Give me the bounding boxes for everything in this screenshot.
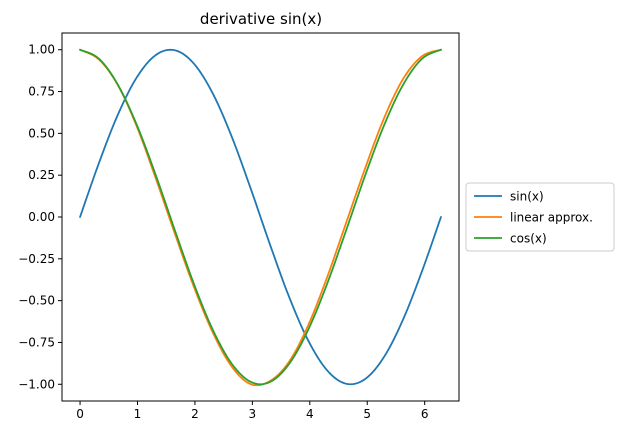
x-tick-label: 1 — [134, 407, 142, 421]
legend-label-2: cos(x) — [510, 232, 547, 246]
y-tick-label: 0.75 — [28, 85, 55, 99]
y-tick-label: 0.00 — [28, 210, 55, 224]
x-tick-label: 6 — [421, 407, 429, 421]
x-axis: 0 1 2 3 4 5 6 — [76, 401, 429, 421]
legend: sin(x) linear approx. cos(x) — [465, 182, 615, 252]
series-lines — [79, 48, 442, 387]
y-tick-label: −0.75 — [18, 335, 55, 349]
y-tick-label: −0.50 — [18, 294, 55, 308]
y-tick-label: −1.00 — [18, 377, 55, 391]
y-axis: −1.00 −0.75 −0.50 −0.25 0.00 0.25 0.50 0.75 1.00 — [18, 43, 62, 391]
y-tick-label: 1.00 — [28, 43, 55, 57]
series-line-0 — [79, 48, 442, 386]
x-tick-label: 2 — [191, 407, 199, 421]
chart-title: derivative sin(x) — [200, 10, 322, 28]
x-tick-label: 4 — [306, 407, 314, 421]
series-line-2 — [79, 48, 442, 386]
x-tick-label: 5 — [363, 407, 371, 421]
legend-box — [465, 182, 615, 252]
y-tick-label: −0.25 — [18, 252, 55, 266]
x-tick-label: 3 — [249, 407, 257, 421]
x-tick-label: 0 — [76, 407, 84, 421]
y-tick-label: 0.25 — [28, 168, 55, 182]
y-tick-label: 0.50 — [28, 126, 55, 140]
legend-label-0: sin(x) — [510, 190, 544, 204]
legend-label-1: linear approx. — [510, 211, 593, 225]
